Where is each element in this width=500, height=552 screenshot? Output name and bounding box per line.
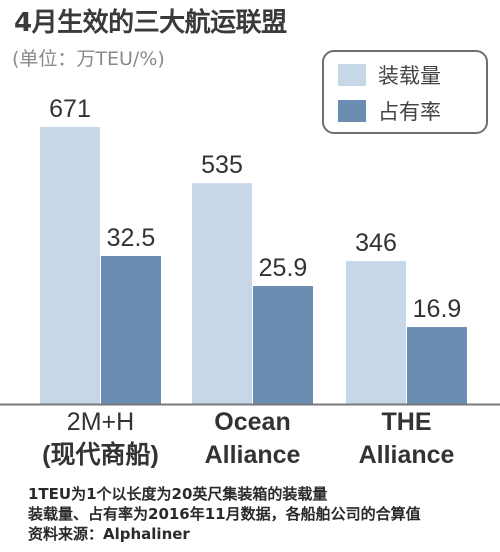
data-label-capacity-3: 346: [355, 229, 397, 257]
category-label-3-line-1: THE: [382, 408, 432, 436]
category-label-1-line-1: 2M+H: [67, 408, 134, 436]
legend-label-share: 占有率: [378, 100, 441, 124]
legend-swatch-share: [338, 100, 366, 122]
category-label-1-line-2: (现代商船): [42, 440, 159, 469]
legend-label-capacity: 装载量: [378, 64, 441, 88]
legend-item-capacity: 装载量: [338, 60, 441, 90]
chart-title: 4月生效的三大航运联盟: [14, 8, 287, 38]
footer-notes: 1TEU为1个以长度为20英尺集装箱的装载量 装载量、占有率为2016年11月数…: [28, 484, 421, 544]
category-label-3-line-2: Alliance: [359, 441, 455, 469]
data-label-share-3: 16.9: [413, 295, 462, 323]
bar-share-1: [101, 256, 161, 404]
legend-swatch-capacity: [338, 64, 366, 86]
unit-label: (单位：万TEU/%): [12, 48, 165, 70]
footer-note-3: 资料来源：Alphaliner: [28, 525, 190, 543]
data-label-share-2: 25.9: [259, 254, 308, 282]
legend-item-share: 占有率: [338, 96, 441, 126]
data-label-share-1: 32.5: [107, 224, 156, 252]
category-label-2-line-2: Alliance: [205, 441, 301, 469]
bar-capacity-1: [40, 127, 100, 404]
footer-note-2: 装载量、占有率为2016年11月数据，各船舶公司的合算值: [28, 505, 421, 523]
bar-capacity-2: [192, 183, 252, 404]
bar-share-3: [407, 327, 467, 404]
bar-capacity-3: [346, 261, 406, 404]
footer-note-1: 1TEU为1个以长度为20英尺集装箱的装载量: [28, 485, 328, 503]
chart-legend: 装载量 占有率: [322, 50, 488, 134]
bar-share-2: [253, 286, 313, 404]
data-label-capacity-2: 535: [201, 151, 243, 179]
category-label-2-line-1: Ocean: [214, 408, 290, 436]
data-label-capacity-1: 671: [49, 95, 91, 123]
